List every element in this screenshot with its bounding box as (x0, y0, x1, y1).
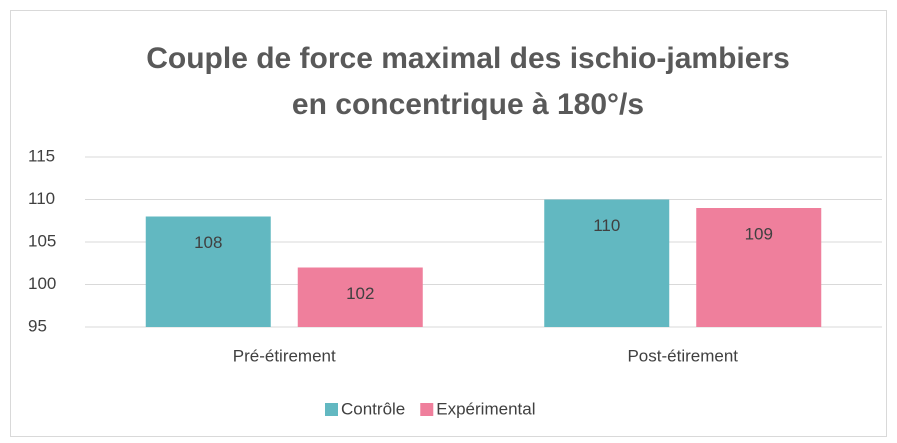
data-label: 110 (593, 216, 620, 235)
bar (544, 199, 670, 327)
y-tick-label: 115 (28, 146, 55, 165)
y-tick-label: 95 (28, 316, 47, 335)
bar (145, 216, 271, 327)
x-tick-label: Pré-étirement (233, 346, 336, 365)
legend-label: Expérimental (436, 399, 535, 418)
chart-title: en concentrique à 180°/s (292, 88, 644, 121)
data-label: 109 (745, 224, 773, 243)
data-label: 102 (346, 284, 374, 303)
legend-swatch (420, 403, 434, 416)
bar (297, 267, 423, 327)
x-tick-label: Post-étirement (627, 346, 738, 365)
chart-title: Couple de force maximal des ischio-jambi… (146, 42, 790, 75)
legend-swatch (325, 403, 338, 416)
y-tick-label: 110 (28, 189, 55, 208)
bar (696, 208, 822, 327)
y-tick-label: 100 (28, 274, 56, 293)
legend-label: Contrôle (341, 399, 405, 418)
y-tick-label: 105 (28, 231, 56, 250)
data-label: 108 (194, 233, 222, 252)
